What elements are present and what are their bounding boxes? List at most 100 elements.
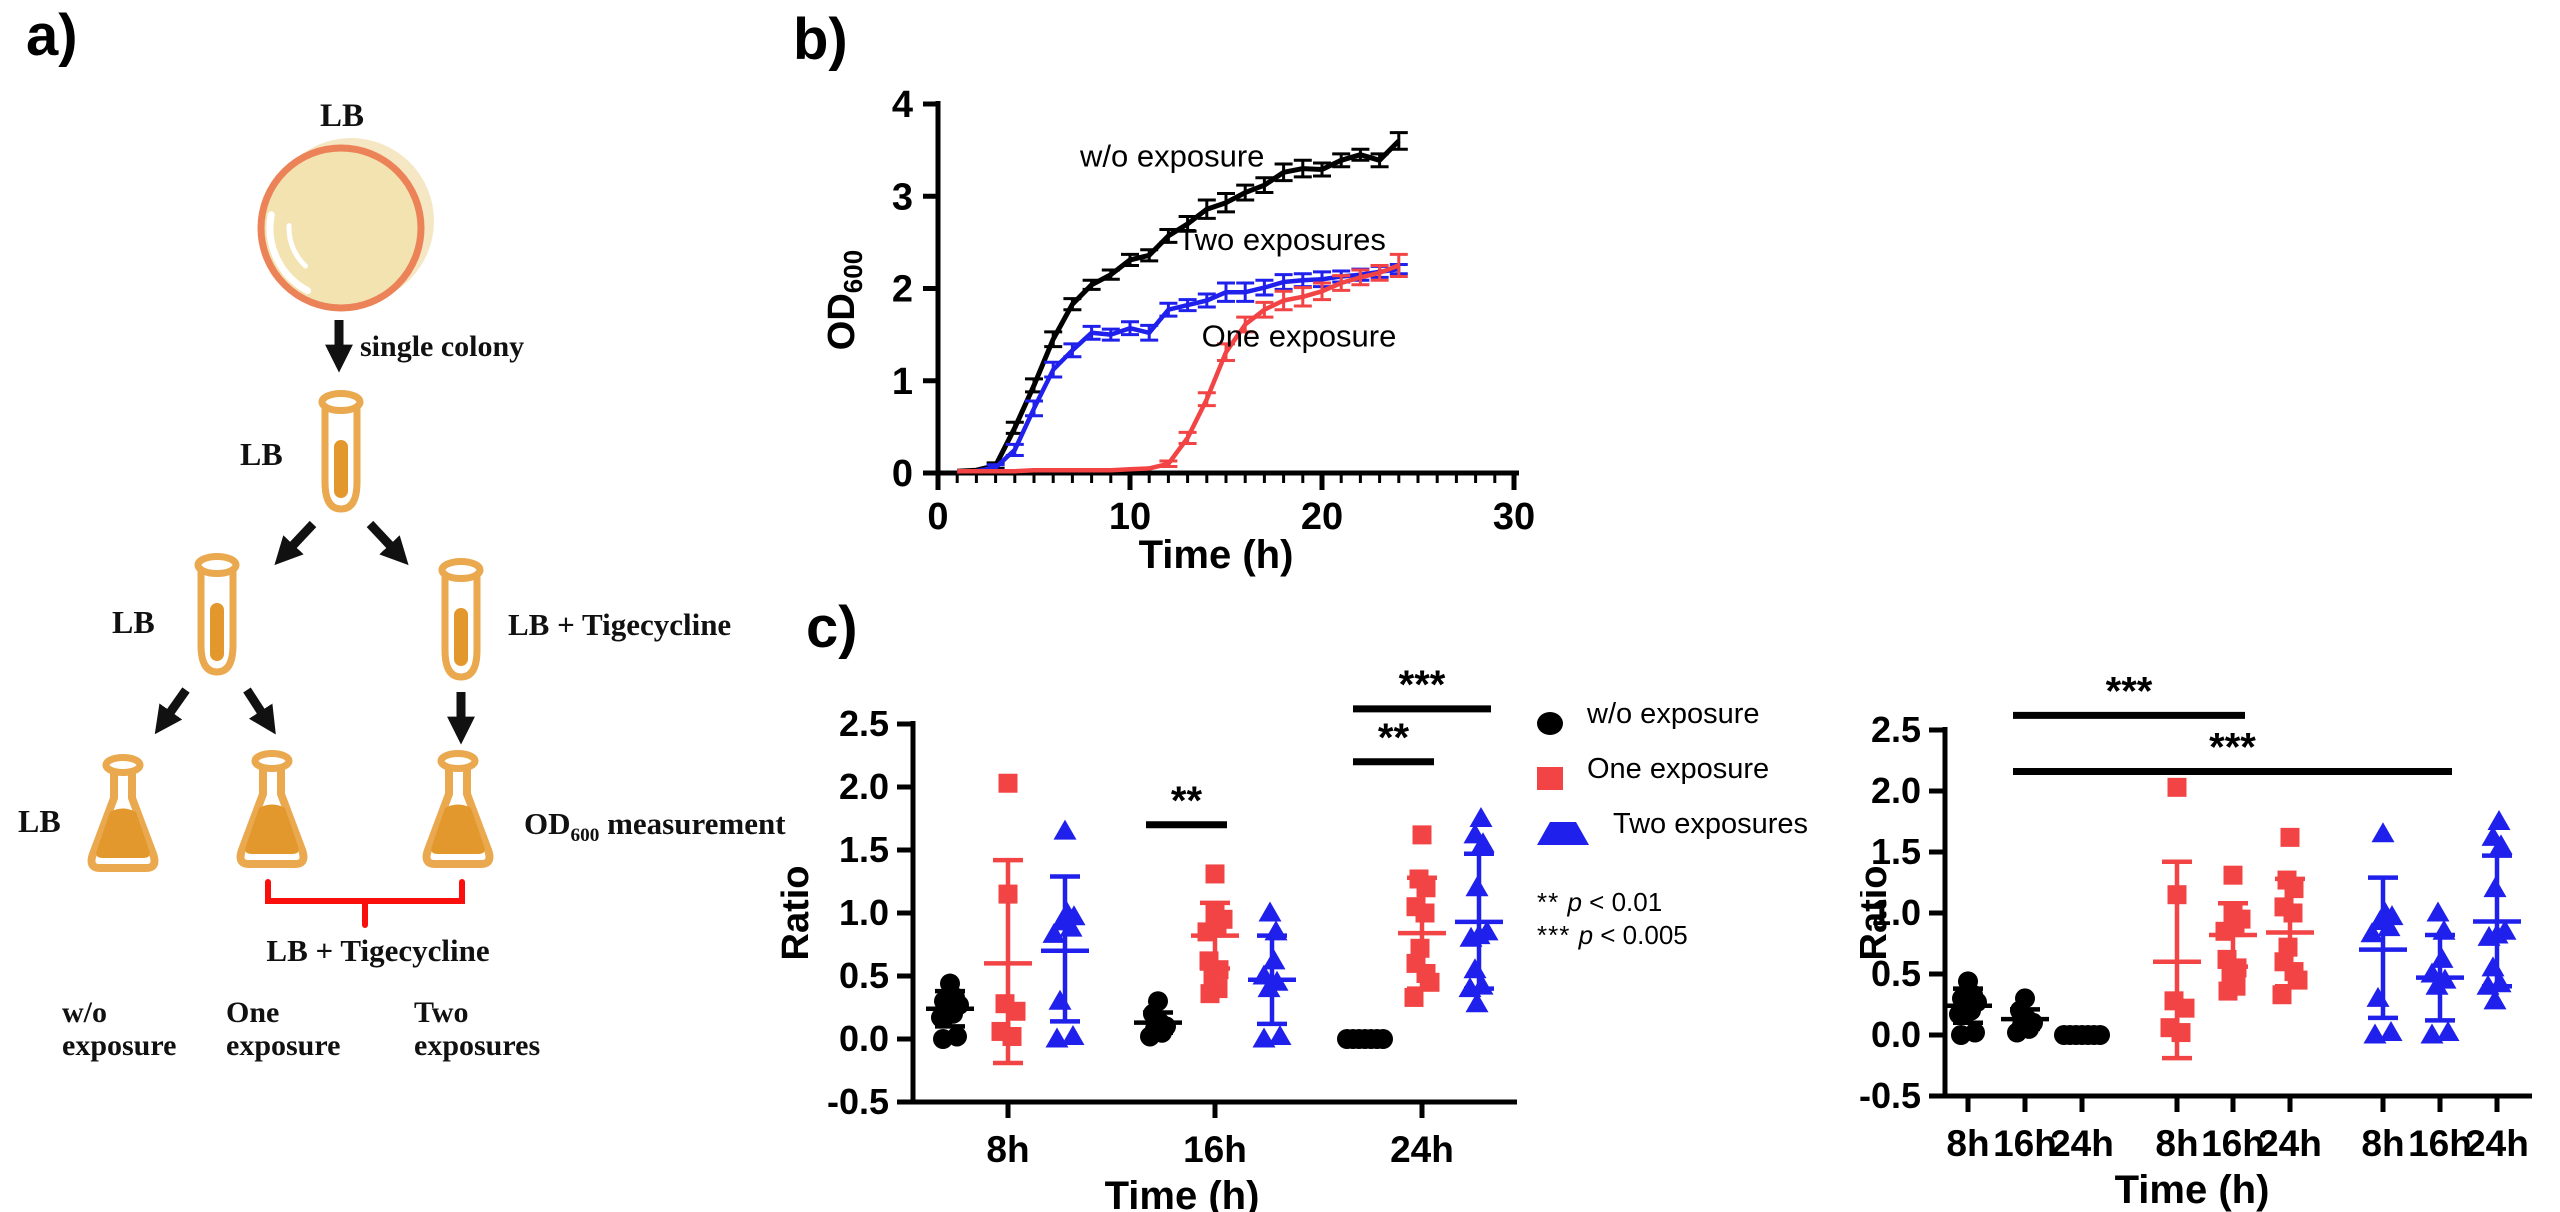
y-tick-label: 4 <box>892 84 913 126</box>
circle-marker-icon <box>1537 712 1563 735</box>
x-tick-label: 24h <box>2258 1123 2322 1164</box>
y-tick-label: 2.5 <box>1871 709 1921 750</box>
arrow-icon <box>154 687 190 735</box>
flask-icon <box>427 754 490 865</box>
tube3-label: LB + Tigecycline <box>508 607 732 642</box>
y-tick-label: 0.0 <box>839 1018 889 1059</box>
x-tick-label: 20 <box>1301 496 1343 538</box>
x-tick-label: 8h <box>2361 1123 2404 1164</box>
x-axis-title: Time (h) <box>2115 1168 2270 1212</box>
ratio-scatter-by-time: -0.5 0.0 0.5 1.0 1.5 2.0 2.5 8h 16h 24h Time (h) Ra… <box>780 663 1517 1212</box>
y-tick-label: 0.5 <box>839 955 889 996</box>
od-suffix: measurement <box>599 806 786 841</box>
legend-items: w/o exposure One exposure Two exposures <box>1537 698 1837 845</box>
significance-key-row: ** p < 0.01 <box>1537 887 1663 917</box>
y-tick-label: 1 <box>892 361 913 403</box>
legend-item-One-exposure: One exposure <box>1537 753 1837 790</box>
x-tick-label: 10 <box>1109 496 1151 538</box>
flask1-label: LB <box>18 803 61 839</box>
x-tick-label: 24h <box>2050 1123 2114 1164</box>
significance-stars: ** <box>1171 779 1203 823</box>
legend-label: One exposure <box>1587 753 1770 785</box>
significance-stars: *** <box>1399 663 1446 707</box>
panel-a-letter: a) <box>26 3 78 68</box>
group-label-wo-exposure: w/o exposure <box>62 996 177 1062</box>
group-label-one-exposure: One exposure <box>226 996 341 1062</box>
y-tick-label: 0.0 <box>1871 1014 1921 1055</box>
scatter-column-Two-exposures-16h <box>1248 901 1296 1048</box>
y-tick-label: 2.0 <box>1871 770 1921 811</box>
test-tube-icon <box>322 394 360 510</box>
legend-label: w/o exposure <box>1587 698 1760 730</box>
significance-bar: ** <box>1353 716 1434 766</box>
x-tick-label: 30 <box>1493 496 1535 538</box>
scatter-column-One-exposure-16h <box>1191 864 1239 1004</box>
scatter-column-Two-exposures-16h <box>2416 901 2464 1044</box>
significance-key-row: *** p < 0.005 <box>1537 920 1688 950</box>
arrow-icon <box>243 687 276 735</box>
scatter-column-w-o-exposure-8h <box>926 973 974 1049</box>
x-axis-title: Time (h) <box>1139 533 1294 577</box>
scatter-column-w-o-exposure-24h <box>2054 1025 2110 1045</box>
significance-bar: ** <box>1146 779 1227 829</box>
y-tick-label: -0.5 <box>1860 1075 1921 1116</box>
growth-curve-chart: 0 1 2 3 4 0 10 20 30 Time (h) OD600 w/o exposure Two… <box>821 84 1535 577</box>
legend: w/o exposure One exposure Two exposures **… <box>1537 698 1837 952</box>
flask-icon <box>92 758 155 869</box>
series-One-exposure <box>957 252 1408 474</box>
legend-item-Two-exposures: Two exposures <box>1537 808 1837 845</box>
arrow-icon <box>274 520 317 566</box>
test-tube-icon <box>442 562 480 678</box>
x-tick-label: 16h <box>1183 1129 1247 1170</box>
y-tick-label: 1.5 <box>1871 831 1921 872</box>
scatter-column-Two-exposures-8h <box>2359 822 2407 1044</box>
y-axis-title: Ratio <box>1860 866 1895 961</box>
single-colony-label: single colony <box>360 330 525 363</box>
curve-label: One exposure <box>1202 319 1397 354</box>
significance-bar: *** <box>1353 663 1491 713</box>
od-measurement-label: OD600 measurement <box>524 807 786 852</box>
x-axis-title: Time (h) <box>1105 1174 1260 1212</box>
significance-bar: *** <box>2013 669 2245 719</box>
scatter-column-Two-exposures-24h <box>2473 810 2521 1010</box>
flask-icon <box>241 754 304 865</box>
series-w-o-exposure <box>957 131 1408 474</box>
x-tick-label: 16h <box>2201 1123 2265 1164</box>
x-tick-label: 8h <box>986 1129 1029 1170</box>
x-tick-label: 8h <box>1946 1123 1989 1164</box>
significance-stars: *** <box>2106 669 2153 713</box>
scatter-column-Two-exposures-24h <box>1455 807 1503 1013</box>
y-tick-label: 2.5 <box>839 703 889 744</box>
curve-label: w/o exposure <box>1079 139 1264 174</box>
scatter-column-One-exposure-8h <box>2153 777 2201 1061</box>
y-tick-label: 0.5 <box>1871 953 1921 994</box>
curve-label: Two exposures <box>1177 222 1386 257</box>
y-tick-label: 2 <box>892 269 913 311</box>
arrow-icon <box>366 520 409 566</box>
x-tick-label: 0 <box>927 496 948 538</box>
y-tick-label: 0 <box>892 453 913 495</box>
scatter-column-One-exposure-24h <box>1398 825 1446 1007</box>
significance-stars: *** <box>2209 725 2256 769</box>
y-tick-label: 2.0 <box>839 766 889 807</box>
od-subscript: 600 <box>570 825 600 847</box>
scatter-column-w-o-exposure-16h <box>2001 988 2049 1043</box>
x-tick-label: 8h <box>2155 1123 2198 1164</box>
scatter-column-w-o-exposure-24h <box>1337 1029 1393 1049</box>
y-axis-title: OD600 <box>821 250 868 350</box>
bracket-label: LB + Tigecycline <box>266 933 490 968</box>
x-tick-label: 16h <box>1993 1123 2057 1164</box>
plate-label: LB <box>319 98 365 134</box>
axes: -0.5 0.0 0.5 1.0 1.5 2.0 2.5 8h 16h 24h Time (h) <box>827 703 1517 1212</box>
legend-item-w-o-exposure: w/o exposure <box>1537 698 1837 735</box>
series-Two-exposures <box>957 263 1408 474</box>
tube1-label: LB <box>240 436 283 472</box>
workflow-diagram <box>0 138 780 928</box>
x-tick-label: 24h <box>1390 1129 1454 1170</box>
petri-dish-icon <box>257 138 434 312</box>
y-tick-label: 1.5 <box>839 829 889 870</box>
significance-bar: *** <box>2013 725 2452 775</box>
significance-key: ** p < 0.01 *** p < 0.005 <box>1537 886 1837 952</box>
